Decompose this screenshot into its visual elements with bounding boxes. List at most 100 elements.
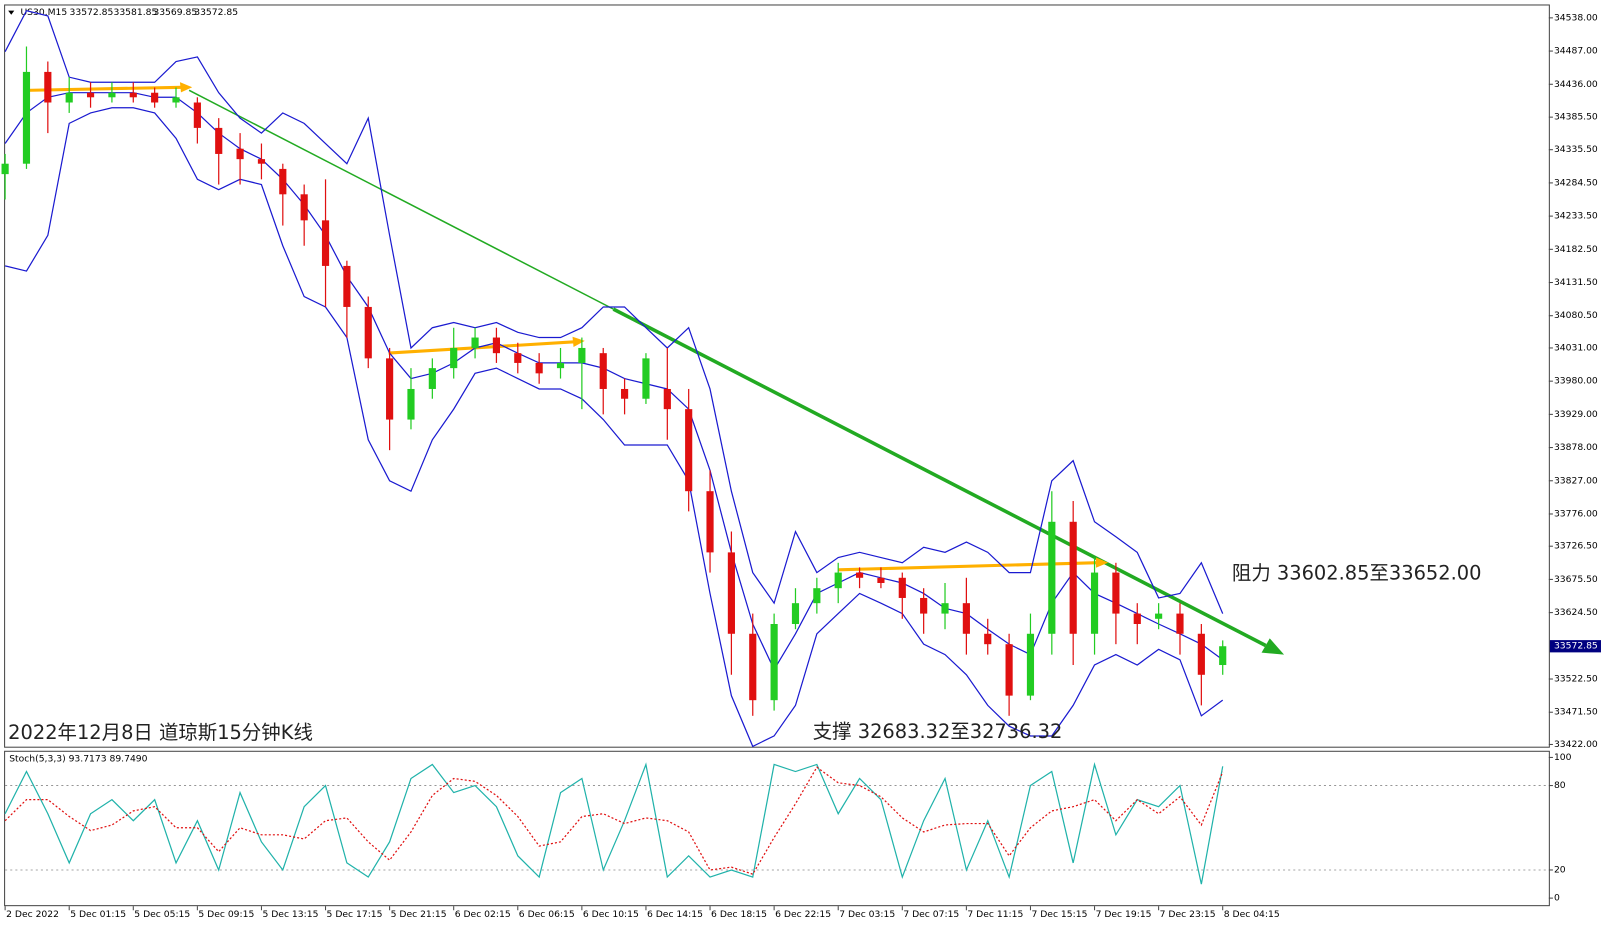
x-tick-label: 5 Dec 21:15 — [391, 909, 447, 920]
y-tick-label: 34385.50 — [1554, 112, 1598, 123]
candle-body — [706, 491, 714, 553]
candle-body — [1090, 572, 1099, 634]
candle-body — [1176, 613, 1184, 634]
candle-body — [685, 409, 693, 492]
y-tick-label: 100 — [1554, 752, 1572, 763]
candle-body — [129, 92, 137, 98]
y-tick-label: 33980.00 — [1554, 376, 1598, 387]
level-arrow — [388, 340, 575, 355]
candle-body — [770, 624, 778, 701]
last-price-label: 33572.85 — [1554, 641, 1598, 652]
candle-body — [407, 388, 415, 420]
candle-body — [749, 633, 757, 701]
candle-body — [321, 220, 330, 266]
candle-body — [855, 572, 864, 578]
candle-body — [1219, 646, 1227, 666]
level-arrow — [25, 85, 183, 92]
candle-body — [471, 337, 479, 348]
y-tick-label: 33624.50 — [1554, 607, 1598, 618]
candle-body — [1048, 521, 1056, 634]
x-tick-label: 5 Dec 17:15 — [327, 909, 383, 920]
y-tick-label: 20 — [1554, 864, 1566, 875]
price-panel — [4, 4, 1550, 748]
y-tick-label: 34182.50 — [1554, 244, 1598, 255]
symbol-title: US30,M15 — [20, 7, 67, 18]
header-value: 33581.85 — [113, 7, 157, 18]
candle-body — [813, 588, 821, 604]
candle-body — [1026, 633, 1035, 696]
y-tick-label: 33929.00 — [1554, 409, 1598, 420]
x-tick-label: 2 Dec 2022 — [6, 909, 59, 920]
x-tick-label: 7 Dec 19:15 — [1096, 909, 1152, 920]
annotation: 阻力 33602.85至33652.00 — [1232, 561, 1482, 584]
candle-body — [343, 265, 351, 307]
y-tick-label: 34538.00 — [1554, 12, 1598, 23]
y-tick-label: 33726.50 — [1554, 541, 1598, 552]
y-tick-label: 34080.50 — [1554, 310, 1598, 321]
candle-body — [22, 71, 31, 164]
last-price-box — [1549, 640, 1601, 653]
stoch-line — [4, 762, 1224, 885]
candle-body — [663, 388, 671, 410]
x-tick-label: 6 Dec 18:15 — [711, 909, 767, 920]
candle-body — [621, 388, 629, 399]
header-value: 33572.85 — [70, 7, 114, 18]
x-tick-label: 6 Dec 06:15 — [519, 909, 575, 920]
y-tick-label: 33675.50 — [1554, 574, 1598, 585]
candle-body — [1069, 521, 1077, 634]
candle-body — [920, 597, 928, 614]
candle-body — [450, 347, 458, 369]
candle-body — [364, 306, 372, 359]
candle-body — [642, 358, 650, 399]
y-tick-label: 33471.50 — [1554, 707, 1598, 718]
candle-body — [215, 127, 223, 154]
candle-body — [257, 159, 266, 164]
candle-body — [877, 577, 885, 583]
bollinger-band — [4, 92, 1224, 671]
level-arrowhead — [179, 82, 193, 93]
y-tick-label: 0 — [1554, 893, 1560, 904]
header-value: 33572.85 — [194, 7, 238, 18]
y-tick-label: 34284.50 — [1554, 177, 1598, 188]
candle-body — [300, 194, 308, 221]
candle-body — [279, 168, 287, 195]
candle-body — [898, 577, 906, 598]
candle-body — [556, 362, 565, 369]
candle-body — [941, 603, 949, 614]
y-tick-label: 33422.00 — [1554, 739, 1598, 750]
candle-body — [578, 347, 586, 363]
y-tick-label: 33522.50 — [1554, 674, 1598, 685]
bollinger-band — [4, 107, 1224, 748]
y-tick-label: 34031.00 — [1554, 342, 1598, 353]
x-tick-label: 6 Dec 02:15 — [455, 909, 511, 920]
candle-body — [514, 353, 522, 363]
candle-body — [492, 337, 501, 354]
candle-body — [834, 572, 842, 589]
candle-body — [86, 92, 95, 98]
candle-body — [1133, 613, 1141, 625]
y-tick-label: 34335.50 — [1554, 144, 1598, 155]
y-tick-label: 34487.00 — [1554, 46, 1598, 57]
y-tick-label: 33827.00 — [1554, 475, 1598, 486]
level-arrowhead — [1095, 557, 1109, 568]
stoch-panel — [4, 750, 1550, 907]
candle-body — [791, 603, 800, 625]
trend-arrow — [1261, 638, 1285, 655]
x-tick-label: 5 Dec 09:15 — [198, 909, 254, 920]
trend-line — [612, 307, 1267, 648]
candle-body — [1197, 633, 1205, 675]
x-tick-label: 5 Dec 01:15 — [70, 909, 126, 920]
x-tick-label: 5 Dec 05:15 — [134, 909, 190, 920]
y-tick-label: 34436.00 — [1554, 79, 1598, 90]
x-tick-label: 7 Dec 11:15 — [967, 909, 1023, 920]
x-tick-label: 6 Dec 10:15 — [583, 909, 639, 920]
header-value: 33569.85 — [153, 7, 197, 18]
y-tick-label: 33878.00 — [1554, 442, 1598, 453]
bollinger-band — [4, 9, 1224, 614]
candle-body — [984, 633, 992, 645]
candle-body — [1, 163, 9, 175]
candle-body — [386, 358, 394, 420]
